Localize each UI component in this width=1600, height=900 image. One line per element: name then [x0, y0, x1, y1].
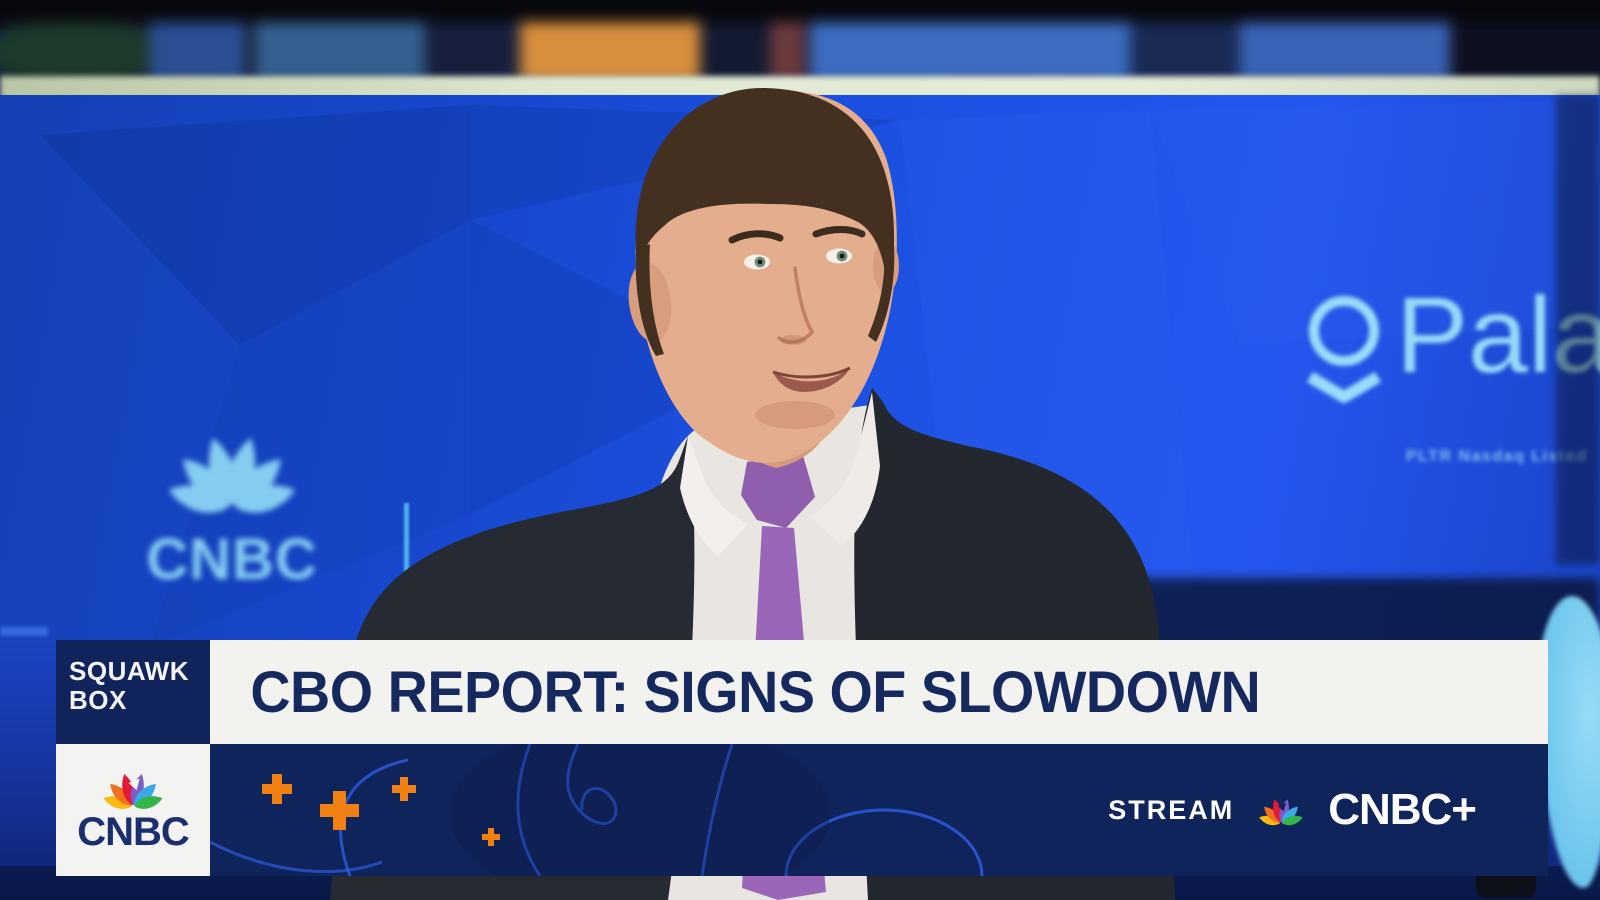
skyline-building: [770, 22, 804, 82]
skyline-building: [255, 22, 425, 82]
guest-collar-left: [680, 436, 748, 556]
skyline-gap: [1130, 22, 1240, 82]
show-name-line1: SQUAWK: [69, 656, 189, 686]
guest-nose-shadow: [780, 335, 806, 345]
guest-mouth: [773, 368, 850, 392]
show-badge: SQUAWK BOX: [56, 640, 210, 744]
skyline-building-orange: [520, 22, 700, 82]
plus-decoration: [262, 774, 500, 846]
wall-right-shadow: [1556, 95, 1600, 565]
skyline-gap: [430, 22, 520, 82]
guest-chin-shade: [755, 401, 835, 429]
network-wordmark: CNBC: [77, 810, 190, 854]
guest-pupil-right: [839, 253, 845, 259]
ticker-bar: STREAM CNBC+: [210, 744, 1548, 876]
headline-text: CBO REPORT: SIGNS OF SLOWDOWN: [250, 659, 1261, 725]
guest-lip-line: [772, 366, 851, 379]
stream-label: STREAM: [1108, 794, 1235, 825]
guest-hair-side-right: [868, 246, 895, 342]
guest-tie-knot: [741, 452, 815, 528]
guest-brow-left: [728, 230, 784, 244]
cnbc-peacock-icon: [1250, 795, 1312, 826]
skyline-backdrop: [0, 22, 1600, 82]
wall-cnbc-wordmark: CNBC: [146, 527, 318, 592]
guest-hair: [635, 87, 895, 278]
palantir-ticker-text: PLTR Nasdaq Listed: [1406, 448, 1588, 465]
palantir-wordmark: Palan: [1396, 274, 1600, 395]
skyline-building: [1240, 22, 1450, 82]
show-name-line2: BOX: [69, 684, 127, 715]
network-logo-box: CNBC: [56, 744, 210, 876]
guest-brow-right: [812, 226, 866, 238]
guest-nose: [777, 266, 815, 344]
skyline-gap: [700, 22, 770, 82]
headline-bar: CBO REPORT: SIGNS OF SLOWDOWN: [210, 640, 1548, 744]
wall-cnbc-logo: CNBC: [112, 425, 352, 593]
guest-pupil-left: [757, 259, 763, 265]
stream-promo: STREAM CNBC+: [1108, 744, 1477, 876]
skyline-trees: [0, 22, 160, 82]
guest-collar-right: [810, 392, 880, 546]
skyline-building-glass: [810, 22, 1130, 82]
skyline-corner-dark: [1450, 22, 1600, 82]
skyline-building: [150, 22, 245, 82]
palantir-icon: [1306, 296, 1382, 403]
guest-hair-side-left: [635, 244, 664, 356]
stream-brand: CNBC+: [1328, 785, 1477, 834]
ticker-bar-decor: [210, 744, 984, 876]
cnbc-peacock-icon: [91, 768, 175, 810]
wall-light-streak: [0, 627, 48, 636]
